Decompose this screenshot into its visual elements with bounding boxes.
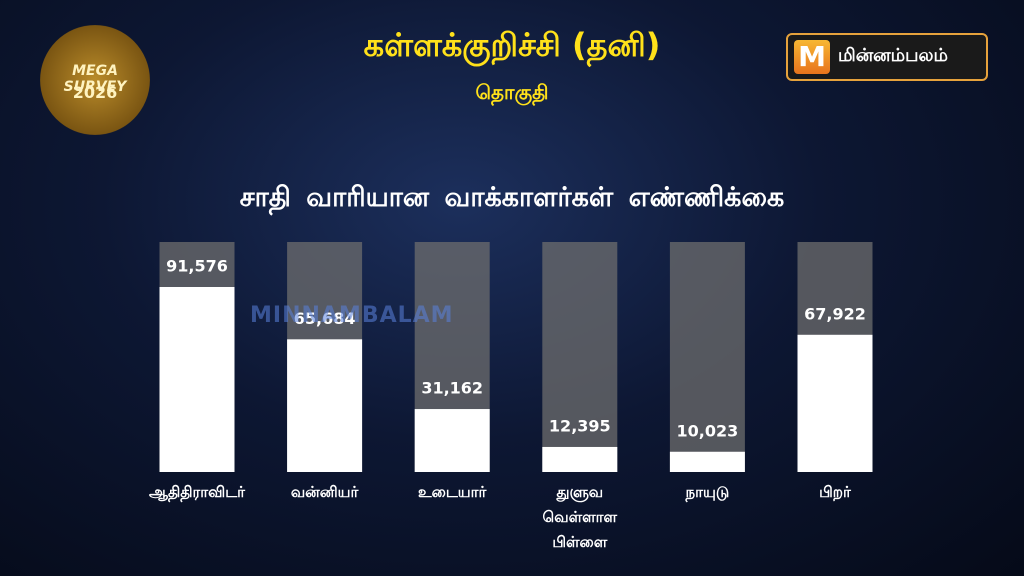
- watermark: MINNAMBALAM: [250, 303, 454, 328]
- value-label: 12,395: [549, 416, 611, 435]
- bar: [414, 409, 490, 472]
- bar: [542, 446, 618, 472]
- category-label: உடையார்: [418, 483, 487, 501]
- bar: [797, 334, 873, 472]
- bar: [669, 451, 745, 472]
- value-label: 67,922: [804, 304, 866, 323]
- value-label: 31,162: [421, 379, 483, 398]
- badge-year: 2026: [72, 83, 118, 102]
- badge: MEGA SURVEY 2026: [40, 25, 150, 135]
- title: கள்ளக்குறிச்சி (தனி): [363, 26, 661, 64]
- chart-heading: சாதி வாரியான வாக்காளர்கள் எண்ணிக்கை: [239, 182, 785, 213]
- subtitle: தொகுதி: [475, 80, 549, 104]
- category-label: வன்னியர்: [290, 483, 359, 501]
- bar-track: [542, 242, 618, 472]
- value-label: 10,023: [677, 421, 739, 440]
- bar: [287, 339, 363, 472]
- bar: [159, 287, 235, 472]
- logo-icon: M: [794, 40, 830, 74]
- bar-track: [669, 242, 745, 472]
- badge-text: MEGA SURVEY: [63, 63, 127, 95]
- category-label: நாயுடு: [685, 483, 730, 501]
- logo-text: மின்னம்பலம்: [838, 45, 948, 66]
- category-label: ஆதிதிராவிடர்: [149, 483, 245, 501]
- value-label: 91,576: [166, 257, 228, 276]
- category-label: பிறர்: [819, 483, 851, 501]
- category-label: துளுவ வெள்ளாள பிள்ளை: [542, 483, 618, 551]
- value-label: 65,684: [294, 309, 356, 328]
- logo: M மின்னம்பலம்: [786, 33, 988, 81]
